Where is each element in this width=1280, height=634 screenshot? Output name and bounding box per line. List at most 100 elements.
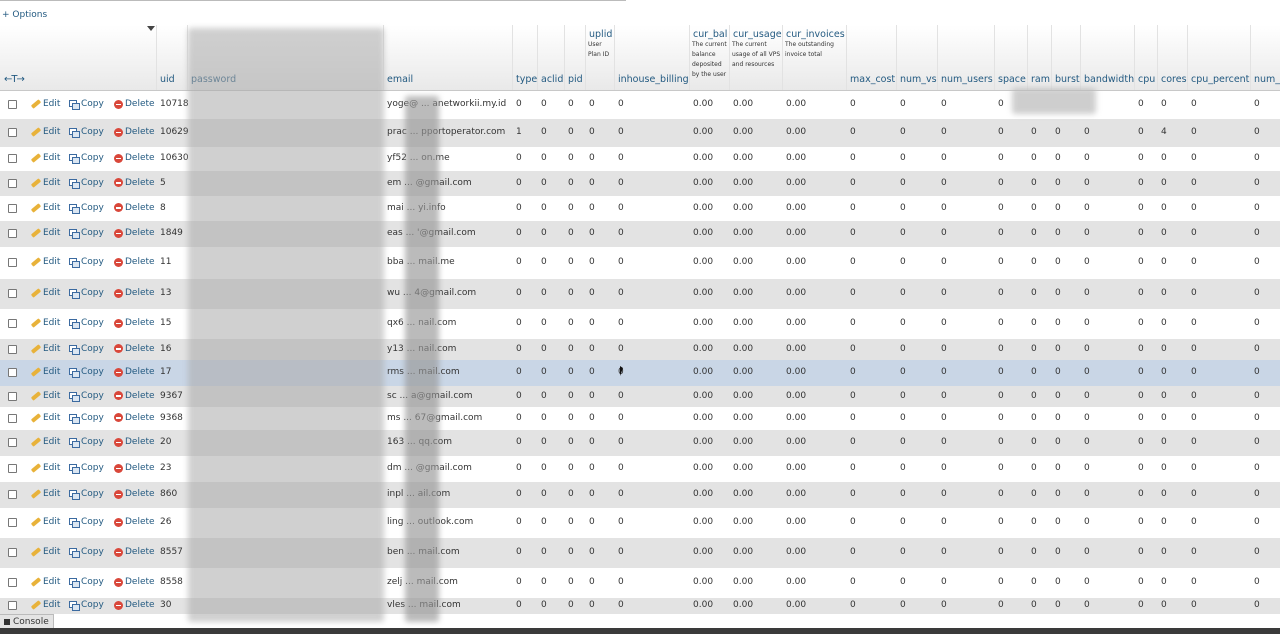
- cell-uid[interactable]: 16: [160, 343, 172, 354]
- cell-cores[interactable]: 0: [1161, 343, 1167, 354]
- cell-cur-usage[interactable]: 0.00: [733, 318, 754, 328]
- cell-uplid[interactable]: 0: [589, 257, 595, 267]
- edit-link[interactable]: Edit: [30, 127, 60, 137]
- column-header-cur_bal[interactable]: cur_bal The current balance deposited by …: [689, 25, 730, 90]
- cell-uplid[interactable]: 0: [589, 547, 595, 557]
- cell-num-users[interactable]: 0: [941, 127, 947, 137]
- cell-ram[interactable]: 0: [1031, 412, 1037, 423]
- delete-link[interactable]: Delete: [114, 203, 155, 213]
- row-select-checkbox[interactable]: [8, 100, 17, 109]
- cell-cpu-percent[interactable]: 0: [1191, 367, 1197, 377]
- cell-burst[interactable]: 0: [1055, 390, 1061, 401]
- edit-link[interactable]: Edit: [30, 178, 60, 188]
- cell-aclid[interactable]: 0: [541, 202, 547, 213]
- cell-cpu-percent[interactable]: 0: [1191, 127, 1197, 137]
- cell-pid[interactable]: 0: [568, 600, 574, 610]
- cell-cpu-percent[interactable]: 0: [1191, 228, 1197, 238]
- cell-cur-usage[interactable]: 0.00: [733, 437, 754, 447]
- cell-num-users[interactable]: 0: [941, 153, 947, 163]
- cell-burst[interactable]: 0: [1055, 547, 1061, 557]
- cell-cpu-percent[interactable]: 0: [1191, 288, 1197, 298]
- cell-uplid[interactable]: 0: [589, 600, 595, 610]
- column-header-label[interactable]: cur_bal: [693, 29, 728, 40]
- cell-cpu[interactable]: 0: [1138, 257, 1144, 267]
- cell-uid[interactable]: 26: [160, 517, 172, 527]
- cell-cur-invoices[interactable]: 0.00: [786, 600, 807, 610]
- column-header-label[interactable]: num_: [1254, 74, 1280, 85]
- edit-link[interactable]: Edit: [30, 413, 60, 423]
- cell-cur-usage[interactable]: 0.00: [733, 177, 754, 188]
- cell-cpu[interactable]: 0: [1138, 517, 1144, 527]
- cell-aclid[interactable]: 0: [541, 390, 547, 401]
- cell-pid[interactable]: 0: [568, 547, 574, 557]
- cell-aclid[interactable]: 0: [541, 228, 547, 238]
- edit-link[interactable]: Edit: [30, 489, 60, 499]
- delete-link[interactable]: Delete: [114, 547, 155, 557]
- cell-cpu[interactable]: 0: [1138, 577, 1144, 587]
- column-header-inhouse_billing[interactable]: inhouse_billing: [614, 25, 690, 90]
- delete-link[interactable]: Delete: [114, 99, 155, 109]
- cell-space[interactable]: 0: [998, 600, 1004, 610]
- cell-space[interactable]: 0: [998, 412, 1004, 423]
- cell-pid[interactable]: 0: [568, 390, 574, 401]
- cell-aclid[interactable]: 0: [541, 437, 547, 447]
- cell-bandwidth[interactable]: 0: [1084, 127, 1090, 137]
- column-resize-arrows-icon[interactable]: ←T→: [4, 74, 25, 85]
- cell-num-[interactable]: 0: [1254, 99, 1260, 109]
- cell-cur-invoices[interactable]: 0.00: [786, 547, 807, 557]
- cell-pid[interactable]: 0: [568, 177, 574, 188]
- row-select-checkbox[interactable]: [8, 490, 17, 499]
- cell-uid[interactable]: 23: [160, 463, 172, 473]
- cell-cur-usage[interactable]: 0.00: [733, 600, 754, 610]
- cell-inhouse-billing[interactable]: 0: [618, 318, 624, 328]
- cell-num-[interactable]: 0: [1254, 547, 1260, 557]
- cell-num-vs[interactable]: 0: [900, 177, 906, 188]
- cell-bandwidth[interactable]: 0: [1084, 489, 1090, 499]
- column-header-label[interactable]: uplid: [589, 29, 613, 40]
- cell-cur-usage[interactable]: 0.00: [733, 390, 754, 401]
- cell-aclid[interactable]: 0: [541, 463, 547, 473]
- cell-ram[interactable]: 0: [1031, 600, 1037, 610]
- cell-num-users[interactable]: 0: [941, 489, 947, 499]
- cell-max-cost[interactable]: 0: [850, 99, 856, 109]
- column-header-label[interactable]: ram: [1031, 74, 1050, 85]
- cell-cur-invoices[interactable]: 0.00: [786, 202, 807, 213]
- cell-cores[interactable]: 0: [1161, 288, 1167, 298]
- cell-inhouse-billing[interactable]: 0: [618, 99, 624, 109]
- options-toggle[interactable]: + Options: [2, 10, 48, 20]
- cell-bandwidth[interactable]: 0: [1084, 177, 1090, 188]
- cell-cur-usage[interactable]: 0.00: [733, 127, 754, 137]
- cell-max-cost[interactable]: 0: [850, 367, 856, 377]
- cell-cpu-percent[interactable]: 0: [1191, 390, 1197, 401]
- row-select-checkbox[interactable]: [8, 518, 17, 527]
- cell-inhouse-billing[interactable]: 0: [618, 600, 624, 610]
- cell-num-users[interactable]: 0: [941, 463, 947, 473]
- cell-pid[interactable]: 0: [568, 288, 574, 298]
- cell-ram[interactable]: 0: [1031, 437, 1037, 447]
- cell-cur-usage[interactable]: 0.00: [733, 547, 754, 557]
- cell-type[interactable]: 1: [516, 127, 522, 137]
- cell-cpu[interactable]: 0: [1138, 390, 1144, 401]
- cell-max-cost[interactable]: 0: [850, 153, 856, 163]
- cell-cpu-percent[interactable]: 0: [1191, 412, 1197, 423]
- cell-cores[interactable]: 0: [1161, 437, 1167, 447]
- cell-num-[interactable]: 0: [1254, 390, 1260, 401]
- row-select-checkbox[interactable]: [8, 578, 17, 587]
- cell-cur-invoices[interactable]: 0.00: [786, 489, 807, 499]
- cell-aclid[interactable]: 0: [541, 489, 547, 499]
- cell-num-users[interactable]: 0: [941, 367, 947, 377]
- cell-type[interactable]: 0: [516, 318, 522, 328]
- copy-link[interactable]: Copy: [69, 344, 104, 355]
- cell-cur-bal[interactable]: 0.00: [693, 437, 714, 447]
- cell-type[interactable]: 0: [516, 228, 522, 238]
- row-select-checkbox[interactable]: [8, 368, 17, 377]
- cell-cur-invoices[interactable]: 0.00: [786, 463, 807, 473]
- cell-ram[interactable]: 0: [1031, 547, 1037, 557]
- cell-burst[interactable]: 0: [1055, 343, 1061, 354]
- column-header-label[interactable]: cores: [1161, 74, 1187, 85]
- cell-inhouse-billing[interactable]: 0: [618, 257, 624, 267]
- cell-space[interactable]: 0: [998, 463, 1004, 473]
- cell-cur-usage[interactable]: 0.00: [733, 412, 754, 423]
- cell-aclid[interactable]: 0: [541, 517, 547, 527]
- column-header-label[interactable]: cpu: [1138, 74, 1156, 85]
